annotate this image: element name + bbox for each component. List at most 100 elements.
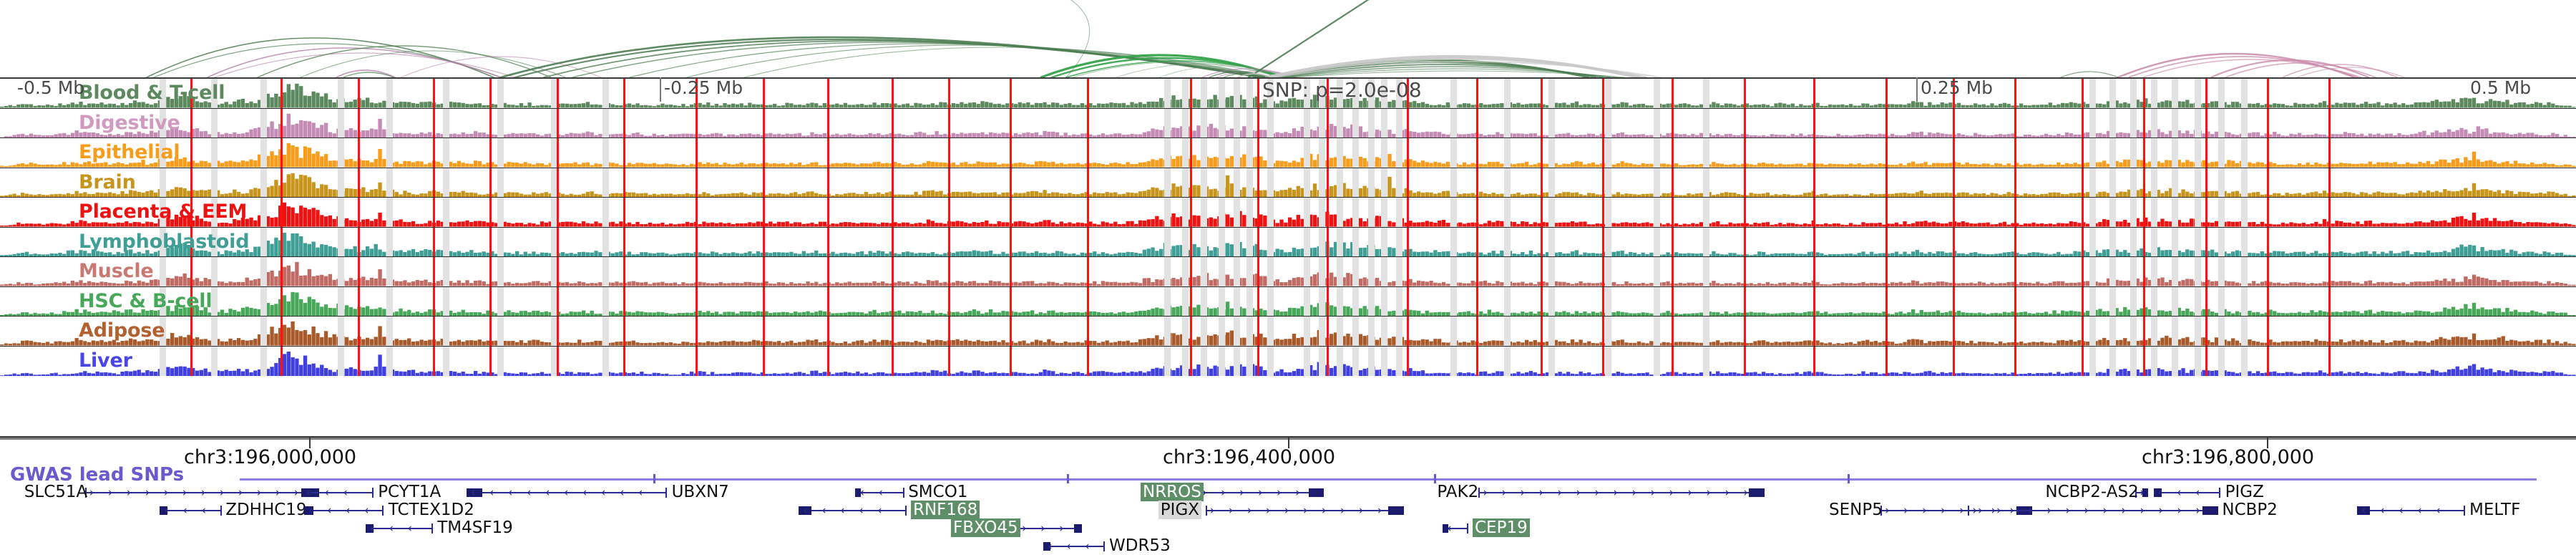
snp-marker-line: [2267, 346, 2269, 376]
snp-marker-line: [947, 198, 950, 227]
ld-highlight-band: [211, 79, 218, 108]
ld-highlight-band: [1303, 257, 1310, 286]
ld-highlight-band: [2241, 257, 2248, 286]
ld-highlight-band: [1504, 198, 1511, 227]
snp-marker-line: [2143, 317, 2146, 346]
gene-model[interactable]: ‹ ‹ ‹ ‹ ‹ ‹ ‹ ‹ ‹ ‹ UBXN7: [466, 483, 729, 501]
strand-arrow-icon: ›: [256, 486, 262, 500]
gene-model[interactable]: › › › › › › NRROS: [1141, 483, 1324, 501]
ld-highlight-band: [1182, 168, 1189, 197]
snp-marker-line: [947, 138, 950, 168]
strand-arrow-icon: ›: [1059, 521, 1064, 536]
ld-highlight-band: [2109, 257, 2117, 286]
snp-marker-line: [623, 317, 626, 346]
snp-marker-line: [1885, 168, 1888, 197]
ld-highlight-band: [337, 317, 344, 346]
ld-highlight-band: [386, 108, 393, 137]
ld-highlight-band: [1164, 79, 1171, 108]
snp-marker-line: [826, 257, 829, 286]
ld-highlight-band: [497, 108, 504, 137]
snp-marker-line: [2081, 198, 2084, 227]
axis-tick: [1288, 438, 1289, 448]
ld-highlight-band: [386, 168, 393, 197]
snp-marker-line: [826, 227, 829, 256]
ld-highlight-band: [1200, 346, 1207, 376]
ld-highlight-band: [386, 286, 393, 316]
snp-marker-line: [1602, 198, 1605, 227]
ld-highlight-band: [1450, 138, 1457, 168]
snp-marker-line: [2267, 168, 2269, 197]
snp-marker-line: [1744, 317, 1747, 346]
strand-arrow-icon: ›: [1202, 486, 1207, 500]
snp-marker-line: [1602, 286, 1605, 316]
gene-model[interactable]: › › › › › › › › › › › › › › › PAK2: [1437, 483, 1765, 501]
track-muscle: Muscle: [0, 257, 2576, 287]
snp-marker-line: [1672, 257, 1674, 286]
gene-model[interactable]: ‹ CEP19: [1443, 518, 1530, 537]
gene-label: WDR53: [1109, 536, 1171, 555]
ld-highlight-band: [443, 108, 450, 137]
strand-arrow-icon: ›: [1483, 486, 1488, 500]
ld-highlight-band: [2130, 346, 2137, 376]
ld-highlight-band: [260, 257, 267, 286]
gene-exon-block: [160, 506, 167, 515]
gene-model[interactable]: › NCBP2-AS2: [2045, 483, 2149, 501]
ld-highlight-band: [551, 317, 558, 346]
ld-highlight-band: [2195, 168, 2202, 197]
ld-highlight-band: [1182, 257, 1189, 286]
gene-model[interactable]: › › › FBXO45: [951, 518, 1082, 537]
snp-marker-line: [2205, 227, 2207, 256]
gene-model[interactable]: ‹ ‹ ‹ TM4SF19: [366, 518, 513, 537]
gene-body-line: [1043, 546, 1106, 547]
snp-marker-line: [1813, 138, 1816, 168]
gene-model[interactable]: › › › › › › › › › › › › › NCBP2: [1968, 501, 2278, 519]
ld-highlight-band: [160, 168, 167, 197]
ld-highlight-band: [1380, 286, 1387, 316]
track-liver: Liver: [0, 346, 2576, 376]
gene-model[interactable]: ‹ ‹ ‹ PCYT1A: [301, 483, 441, 501]
gene-end-cap: [2464, 506, 2466, 516]
ld-highlight-band: [1200, 227, 1207, 256]
snp-marker-line: [2205, 108, 2207, 137]
gene-model[interactable]: › › › › › › › › › › › › SLC51A: [24, 483, 320, 501]
strand-arrow-icon: ›: [293, 486, 299, 500]
gene-model[interactable]: ‹ ‹ ‹ WDR53: [1043, 536, 1171, 555]
snp-marker-line: [1087, 346, 1090, 376]
snp-marker-line: [2267, 138, 2269, 168]
ld-highlight-band: [2109, 138, 2117, 168]
snp-marker-line: [1327, 198, 1329, 227]
snp-marker-line: [696, 138, 698, 168]
gene-model[interactable]: ‹ ‹ ‹ ‹ TCTEX1D2: [303, 501, 474, 519]
ld-highlight-band: [2151, 286, 2157, 316]
snp-marker-line: [2328, 168, 2331, 197]
gene-exon-block: [1074, 524, 1082, 533]
ld-highlight-band: [1604, 317, 1611, 346]
strand-arrow-icon: ›: [1594, 486, 1600, 500]
snp-marker-line: [1672, 79, 1674, 108]
ld-highlight-band: [443, 138, 450, 168]
gene-model[interactable]: ‹ ‹ ‹ ‹ ‹ RNF168: [799, 501, 980, 519]
snp-marker-line: [1540, 168, 1543, 197]
gene-model[interactable]: ‹ ‹ ‹ ZDHHC19: [160, 501, 307, 519]
ld-highlight-band: [2195, 286, 2202, 316]
strand-arrow-icon: ›: [1321, 503, 1327, 518]
snp-marker-line: [1087, 79, 1090, 108]
ld-highlight-band: [497, 257, 504, 286]
ld-highlight-band: [1380, 317, 1387, 346]
ld-highlight-band: [1337, 198, 1344, 227]
gene-model[interactable]: › › › › › › › › › › PIGX: [1158, 501, 1404, 519]
gene-model[interactable]: ‹ ‹ ‹ PIGZ: [2153, 483, 2264, 501]
ld-highlight-band: [2109, 317, 2117, 346]
ld-highlight-band: [1200, 198, 1207, 227]
gene-model[interactable]: ‹ ‹ ‹ ‹ ‹ MELTF: [2357, 501, 2520, 519]
gene-exon-block: [466, 488, 482, 497]
snp-marker-line: [1327, 346, 1329, 376]
snp-marker-line: [891, 317, 894, 346]
snp-marker-line: [1010, 168, 1013, 197]
ld-highlight-band: [2109, 346, 2117, 376]
gene-label: PCYT1A: [378, 483, 441, 501]
ld-highlight-band: [1380, 346, 1387, 376]
gene-exon-block: [2202, 506, 2218, 515]
gene-body-line: [1198, 492, 1324, 493]
gene-model[interactable]: ‹ ‹ SMCO1: [855, 483, 967, 501]
